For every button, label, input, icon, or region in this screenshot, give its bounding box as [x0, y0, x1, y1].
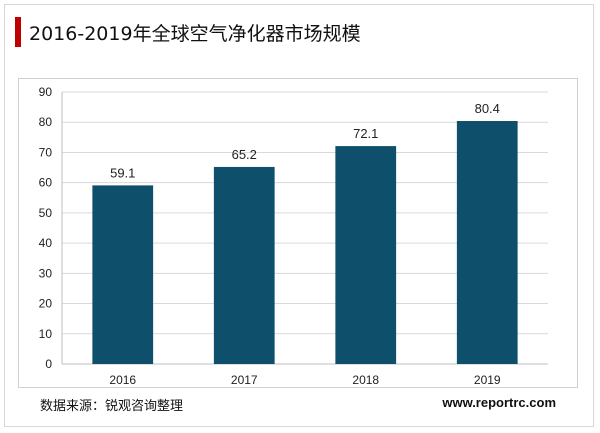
y-tick-label: 80 [39, 115, 53, 129]
website-url[interactable]: www.reportrc.com [442, 395, 556, 410]
y-tick-label: 70 [39, 145, 53, 159]
data-source: 数据来源：锐观咨询整理 [40, 399, 184, 414]
bar-2019 [456, 121, 518, 364]
y-tick-label: 90 [39, 85, 53, 99]
y-tick-label: 60 [39, 176, 53, 190]
y-tick-label: 10 [39, 327, 53, 341]
data-label: 72.1 [353, 126, 378, 141]
y-tick-label: 0 [45, 357, 52, 371]
bar-2017 [213, 166, 275, 364]
x-tick-label: 2016 [109, 373, 136, 387]
data-label: 59.1 [110, 165, 135, 180]
x-tick-label: 2017 [231, 373, 258, 387]
bar-2018 [335, 146, 397, 364]
y-tick-label: 50 [39, 206, 53, 220]
y-tick-label: 20 [39, 297, 53, 311]
title-area: 2016-2019年全球空气净化器市场规模 [15, 15, 361, 49]
plot-border [18, 78, 578, 388]
data-label: 65.2 [232, 147, 257, 162]
title-accent-bar [15, 17, 21, 47]
x-tick-label: 2018 [352, 373, 379, 387]
data-label: 80.4 [475, 101, 500, 116]
y-tick-label: 40 [39, 236, 53, 250]
y-tick-label: 30 [39, 266, 53, 280]
page-title: 2016-2019年全球空气净化器市场规模 [29, 22, 361, 45]
x-tick-label: 2019 [474, 373, 501, 387]
bar-2016 [92, 185, 154, 364]
